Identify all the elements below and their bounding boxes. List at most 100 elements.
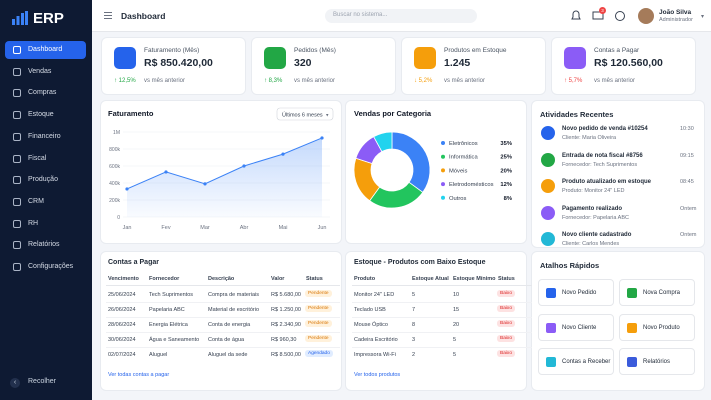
row-rule — [352, 347, 532, 348]
collapse-icon: ‹ — [10, 378, 20, 388]
table-cell: 5 — [453, 337, 457, 343]
section-title: Atividades Recentes — [540, 110, 614, 119]
activity-detail: Fornecedor: Tech Suprimentos — [562, 161, 638, 168]
sidebar: ERP Recolher ‹ Dashboard Vendas Compras Est… — [0, 0, 92, 400]
shortcut-button[interactable]: Relatórios — [619, 348, 695, 375]
search-box[interactable] — [325, 9, 477, 23]
table-rule — [106, 285, 340, 286]
activity-title: Entrada de nota fiscal #8756 — [562, 152, 643, 159]
table-cell: R$ 2.340,90 — [271, 322, 301, 328]
table-cell: 26/06/2024 — [108, 307, 136, 313]
status-badge: Baixo — [497, 350, 515, 357]
mail-icon[interactable] — [592, 11, 604, 20]
table-header: Valor — [271, 276, 285, 282]
shortcut-icon — [627, 357, 637, 367]
table-header: Status — [498, 276, 515, 282]
kpi-value: 1.245 — [444, 57, 471, 69]
table-cell: 25/06/2024 — [108, 292, 136, 298]
badge: 3 — [599, 7, 606, 14]
status-badge: Pendente — [305, 305, 332, 312]
card — [346, 252, 526, 390]
section-title: Contas a Pagar — [108, 259, 159, 266]
table-cell: 7 — [412, 307, 416, 313]
menu-label: Produção — [28, 176, 58, 184]
table-cell: Aluguel — [149, 352, 168, 358]
logo-icon — [12, 11, 28, 25]
menu-toggle[interactable] — [104, 12, 112, 19]
menu-icon — [13, 154, 21, 163]
menu-label: RH — [28, 219, 39, 227]
table-header: Produto — [354, 276, 376, 282]
shortcut-button[interactable]: Novo Cliente — [538, 313, 614, 341]
menu-icon — [13, 197, 21, 206]
activity-title: Novo cliente cadastrado — [562, 232, 632, 238]
table-header: Estoque Mínimo — [453, 276, 496, 282]
collapse-button[interactable]: Recolher — [28, 378, 57, 385]
table-cell: 5 — [412, 292, 416, 298]
shortcut-label: Relatórios — [643, 359, 671, 365]
table-cell: 2 — [412, 352, 416, 358]
shortcut-label: Nova Compra — [643, 290, 681, 296]
row-rule — [352, 302, 532, 303]
menu-icon — [13, 263, 21, 271]
table-header: Status — [306, 276, 323, 282]
card — [101, 252, 341, 390]
help-icon[interactable] — [615, 11, 625, 21]
kpi-change: ↓ 5,2% — [414, 78, 433, 84]
menu-label: Estoque — [28, 111, 54, 119]
table-link[interactable]: Ver todos produtos — [354, 372, 401, 378]
kpi-label: Contas a Pagar — [594, 47, 640, 54]
kpi-label: Produtos em Estoque — [444, 47, 507, 54]
kpi-icon — [564, 47, 586, 69]
table-cell: R$ 8.500,00 — [271, 352, 301, 358]
shortcut-button[interactable]: Nova Compra — [619, 279, 695, 306]
bell-icon[interactable] — [571, 10, 581, 20]
table-link[interactable]: Ver todas contas a pagar — [108, 372, 170, 378]
kpi-note: vs mês anterior — [594, 78, 636, 84]
shortcut-button[interactable]: Novo Produto — [619, 313, 695, 341]
menu-label: Compras — [28, 89, 57, 97]
section-title: Atalhos Rápidos — [540, 261, 600, 270]
menu-label: Dashboard — [28, 46, 63, 53]
menu-icon — [13, 241, 21, 250]
menu-label: Fiscal — [28, 154, 47, 162]
avatar[interactable] — [638, 8, 654, 24]
menu-icon — [13, 46, 21, 54]
table-cell: Conta de energia — [208, 322, 251, 328]
row-rule — [106, 317, 340, 318]
card — [532, 101, 704, 247]
table-cell: Material de escritório — [208, 307, 260, 313]
kpi-change: ↑ 5,7% — [564, 78, 583, 84]
kpi-label: Faturamento (Mês) — [144, 47, 200, 54]
table-cell: Mouse Óptico — [354, 322, 388, 328]
user-menu-caret[interactable]: ▾ — [701, 14, 705, 20]
activity-time: Ontem — [680, 205, 697, 212]
table-cell: Tech Suprimentos — [149, 292, 194, 298]
activity-time: 09:15 — [680, 152, 694, 159]
shortcut-button[interactable]: Novo Pedido — [538, 279, 614, 306]
shortcut-icon — [546, 288, 556, 298]
kpi-value: 320 — [294, 57, 312, 69]
status-badge: Pendente — [305, 335, 332, 342]
shortcut-button[interactable]: Contas a Receber — [538, 348, 614, 375]
status-badge: Pendente — [305, 320, 332, 327]
table-cell: 8 — [412, 322, 416, 328]
menu-item[interactable] — [5, 41, 86, 59]
user-role: Administrador — [659, 17, 693, 23]
activity-time: 10:30 — [680, 126, 694, 132]
table-cell: R$ 5.680,00 — [271, 292, 301, 298]
status-badge: Baixo — [497, 305, 515, 312]
activity-title: Pagamento realizado — [562, 205, 623, 212]
menu-icon — [13, 132, 21, 141]
user-name: João Silva — [659, 9, 692, 16]
status-badge: Pendente — [305, 290, 332, 297]
card: Contas a Pagar R$ 120.560,00 ↑ 5,7% vs mês … — [552, 38, 695, 94]
card: Faturamento (Mês) R$ 850.420,00 ↑ 12,5% vs … — [102, 38, 245, 94]
table-cell: Impressora Wi-Fi — [354, 352, 396, 358]
activity-icon — [541, 126, 555, 140]
menu-label: Vendas — [28, 67, 52, 75]
table-cell: Energia Elétrica — [149, 322, 188, 328]
activity-icon — [541, 232, 555, 246]
kpi-note: vs mês anterior — [294, 78, 336, 84]
